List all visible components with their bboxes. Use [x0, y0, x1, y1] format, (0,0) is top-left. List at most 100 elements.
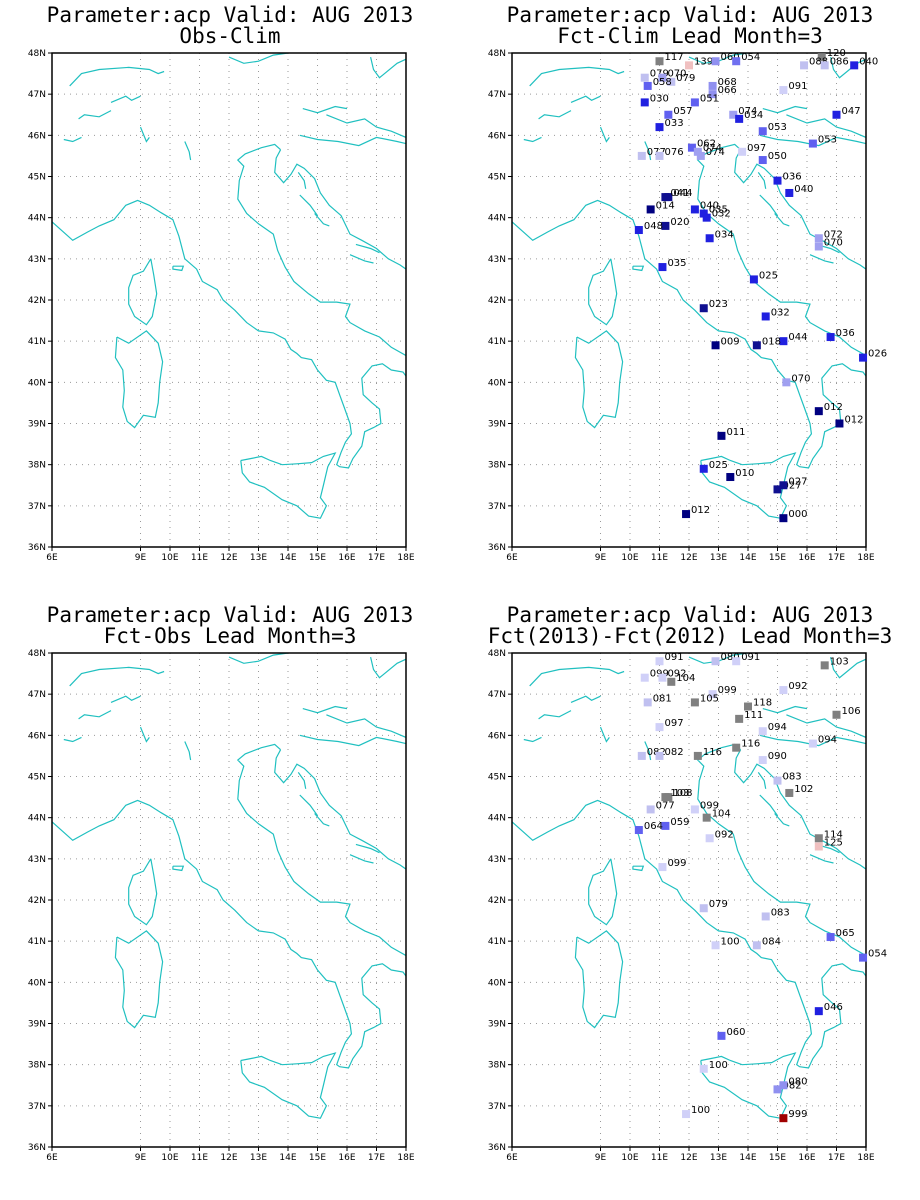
station-square [634, 226, 643, 235]
station-marker: 046 [814, 1002, 843, 1016]
map-panel-obs-clim: 6E 9E 10E 11E 12E 13E 14E 15E 16E 17E 18E 36N 37N 38N… [28, 49, 415, 563]
station-square [726, 473, 735, 482]
station-value-label: 035 [709, 205, 728, 216]
station-marker: 091 [779, 81, 807, 95]
lat-tick-label: 37N [28, 502, 46, 512]
station-square [814, 834, 823, 843]
panel-title-line1: Parameter:acp Valid: AUG 2013 [506, 3, 874, 27]
lon-tick-label: 14E [279, 553, 296, 563]
panel-title-line1: Parameter:acp Valid: AUG 2013 [46, 603, 414, 627]
station-value-label: 999 [788, 1109, 807, 1120]
station-value-label: 047 [842, 106, 861, 117]
station-square [779, 337, 788, 346]
station-square [808, 739, 817, 748]
station-marker: 057 [664, 106, 692, 119]
station-square [658, 673, 667, 682]
station-marker: 076 [655, 147, 684, 160]
station-square [643, 698, 652, 707]
lon-tick-label: 16E [338, 553, 355, 563]
station-square [814, 842, 823, 851]
lon-tick-label: 17E [368, 553, 385, 563]
station-value-label: 054 [741, 52, 760, 63]
station-marker: 064 [634, 821, 663, 835]
lon-tick-label: 10E [621, 1153, 638, 1163]
station-value-label: 086 [830, 56, 849, 67]
lon-tick-label: 18E [397, 1153, 414, 1163]
station-marker: 079 [667, 73, 695, 86]
station-marker: 014 [646, 200, 675, 214]
lat-tick-label: 39N [28, 1020, 46, 1030]
station-value-label: 072 [824, 229, 843, 240]
station-square [646, 205, 655, 214]
station-value-label: 014 [656, 200, 675, 211]
lat-tick-label: 44N [28, 814, 46, 824]
station-square [655, 57, 664, 66]
station-value-label: 000 [788, 509, 807, 520]
lat-tick-label: 41N [488, 337, 506, 347]
station-value-label: 082 [783, 1080, 802, 1091]
station-value-label: 120 [827, 48, 846, 59]
station-square [814, 242, 823, 251]
station-value-label: 060 [726, 1027, 745, 1038]
station-marker: 074 [693, 143, 722, 156]
station-marker: 139 [685, 56, 713, 70]
station-marker: 010 [726, 468, 754, 482]
station-marker: 041 [661, 188, 689, 202]
station-value-label: 026 [868, 349, 887, 360]
lon-tick-label: 14E [279, 1153, 296, 1163]
station-square [637, 151, 646, 160]
station-value-label: 125 [824, 837, 843, 848]
station-marker: 099 [658, 858, 687, 872]
lat-tick-label: 40N [488, 978, 506, 988]
station-square [773, 485, 782, 494]
lat-tick-label: 47N [488, 690, 506, 700]
lat-tick-label: 37N [488, 1102, 506, 1112]
station-marker: 086 [820, 56, 849, 70]
lat-tick-label: 37N [488, 502, 506, 512]
lat-tick-label: 42N [28, 896, 46, 906]
lat-tick-label: 44N [488, 814, 506, 824]
station-square [687, 143, 696, 152]
station-marker: 999 [779, 1109, 807, 1123]
station-value-label: 050 [768, 151, 787, 162]
station-square [655, 151, 664, 160]
station-value-label: 099 [667, 858, 686, 869]
lon-tick-label: 6E [506, 1153, 518, 1163]
station-value-label: 062 [697, 139, 716, 150]
station-square [717, 1031, 726, 1040]
station-square [732, 657, 741, 666]
panel-fct-diff: Parameter:acp Valid: AUG 2013 Fct(2013)-… [460, 600, 920, 1200]
station-square [699, 464, 708, 473]
station-square [685, 61, 693, 70]
station-square [732, 57, 741, 66]
station-square [705, 234, 714, 243]
station-value-label: 097 [665, 718, 684, 729]
panel-fct-obs: Parameter:acp Valid: AUG 2013 Fct-Obs Le… [0, 600, 460, 1200]
lon-tick-label: 10E [161, 553, 178, 563]
lon-tick-label: 16E [798, 1153, 815, 1163]
station-value-label: 057 [673, 106, 692, 117]
station-square [664, 110, 673, 119]
lat-tick-label: 40N [28, 378, 46, 388]
station-square [637, 751, 646, 760]
station-value-label: 012 [844, 415, 863, 426]
station-value-label: 065 [836, 928, 855, 939]
lat-tick-label: 48N [28, 649, 46, 659]
station-value-label: 094 [818, 735, 837, 746]
station-value-label: 041 [670, 188, 689, 199]
station-marker: 092 [705, 829, 734, 843]
station-marker: 083 [773, 772, 802, 785]
lat-tick-label: 41N [488, 937, 506, 947]
station-square [658, 73, 667, 82]
station-value-label: 058 [653, 77, 672, 88]
station-value-label: 090 [768, 751, 787, 762]
station-marker: 099 [708, 685, 737, 699]
station-square [699, 1064, 708, 1073]
station-square [708, 690, 717, 699]
station-value-label: 048 [644, 221, 663, 232]
station-marker: 090 [758, 751, 787, 765]
station-square [814, 1007, 823, 1016]
lat-tick-label: 37N [28, 1102, 46, 1112]
station-value-label: 100 [721, 936, 740, 947]
station-square [773, 176, 782, 185]
